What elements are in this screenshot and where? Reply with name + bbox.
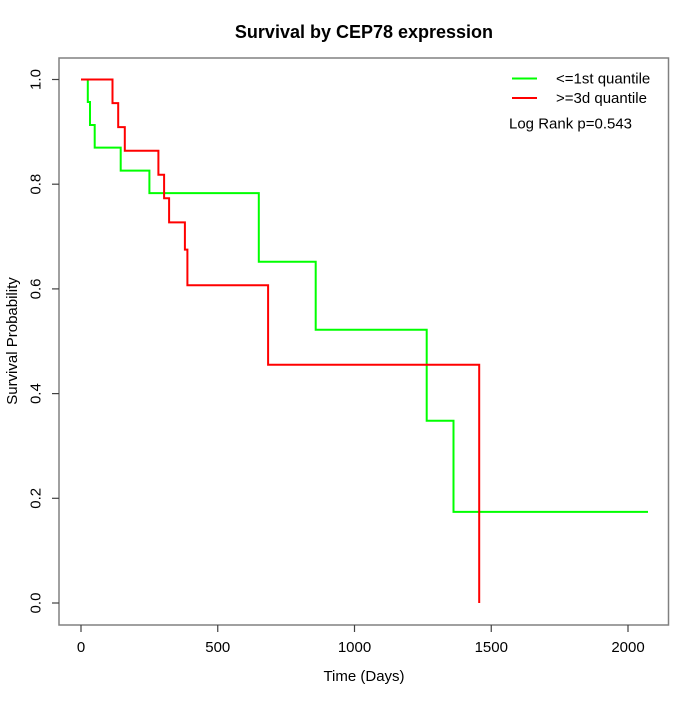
y-tick-label: 0.8 <box>28 174 45 195</box>
x-tick-label: 1500 <box>475 639 508 656</box>
y-tick-label: 0.6 <box>28 278 45 299</box>
log-rank-annotation: Log Rank p=0.543 <box>509 116 632 133</box>
x-tick-label: 0 <box>77 639 85 656</box>
y-tick-label: 1.0 <box>28 69 45 90</box>
survival-curve-high-quantile <box>81 78 481 603</box>
plot-title: Survival by CEP78 expression <box>235 22 493 42</box>
y-axis-label: Survival Probability <box>4 277 21 405</box>
legend-label-high-quantile: >=3d quantile <box>556 90 647 107</box>
axes: 0 500 1000 1500 2000 0.0 0.2 0.4 0.6 0.8 1.0 <box>28 69 645 656</box>
legend-label-low-quantile: <=1st quantile <box>556 71 650 88</box>
x-tick-label: 500 <box>205 639 230 656</box>
survival-curves <box>81 78 648 603</box>
y-tick-label: 0.4 <box>28 383 45 404</box>
plot-box <box>58 57 670 626</box>
y-tick-label: 0.2 <box>28 488 45 509</box>
legend: <=1st quantile >=3d quantile Log Rank p=… <box>509 71 650 133</box>
survival-curve-low-quantile <box>81 78 648 513</box>
x-tick-label: 1000 <box>338 639 371 656</box>
y-tick-label: 0.0 <box>28 593 45 614</box>
x-tick-label: 2000 <box>611 639 644 656</box>
x-axis-label: Time (Days) <box>323 668 404 685</box>
